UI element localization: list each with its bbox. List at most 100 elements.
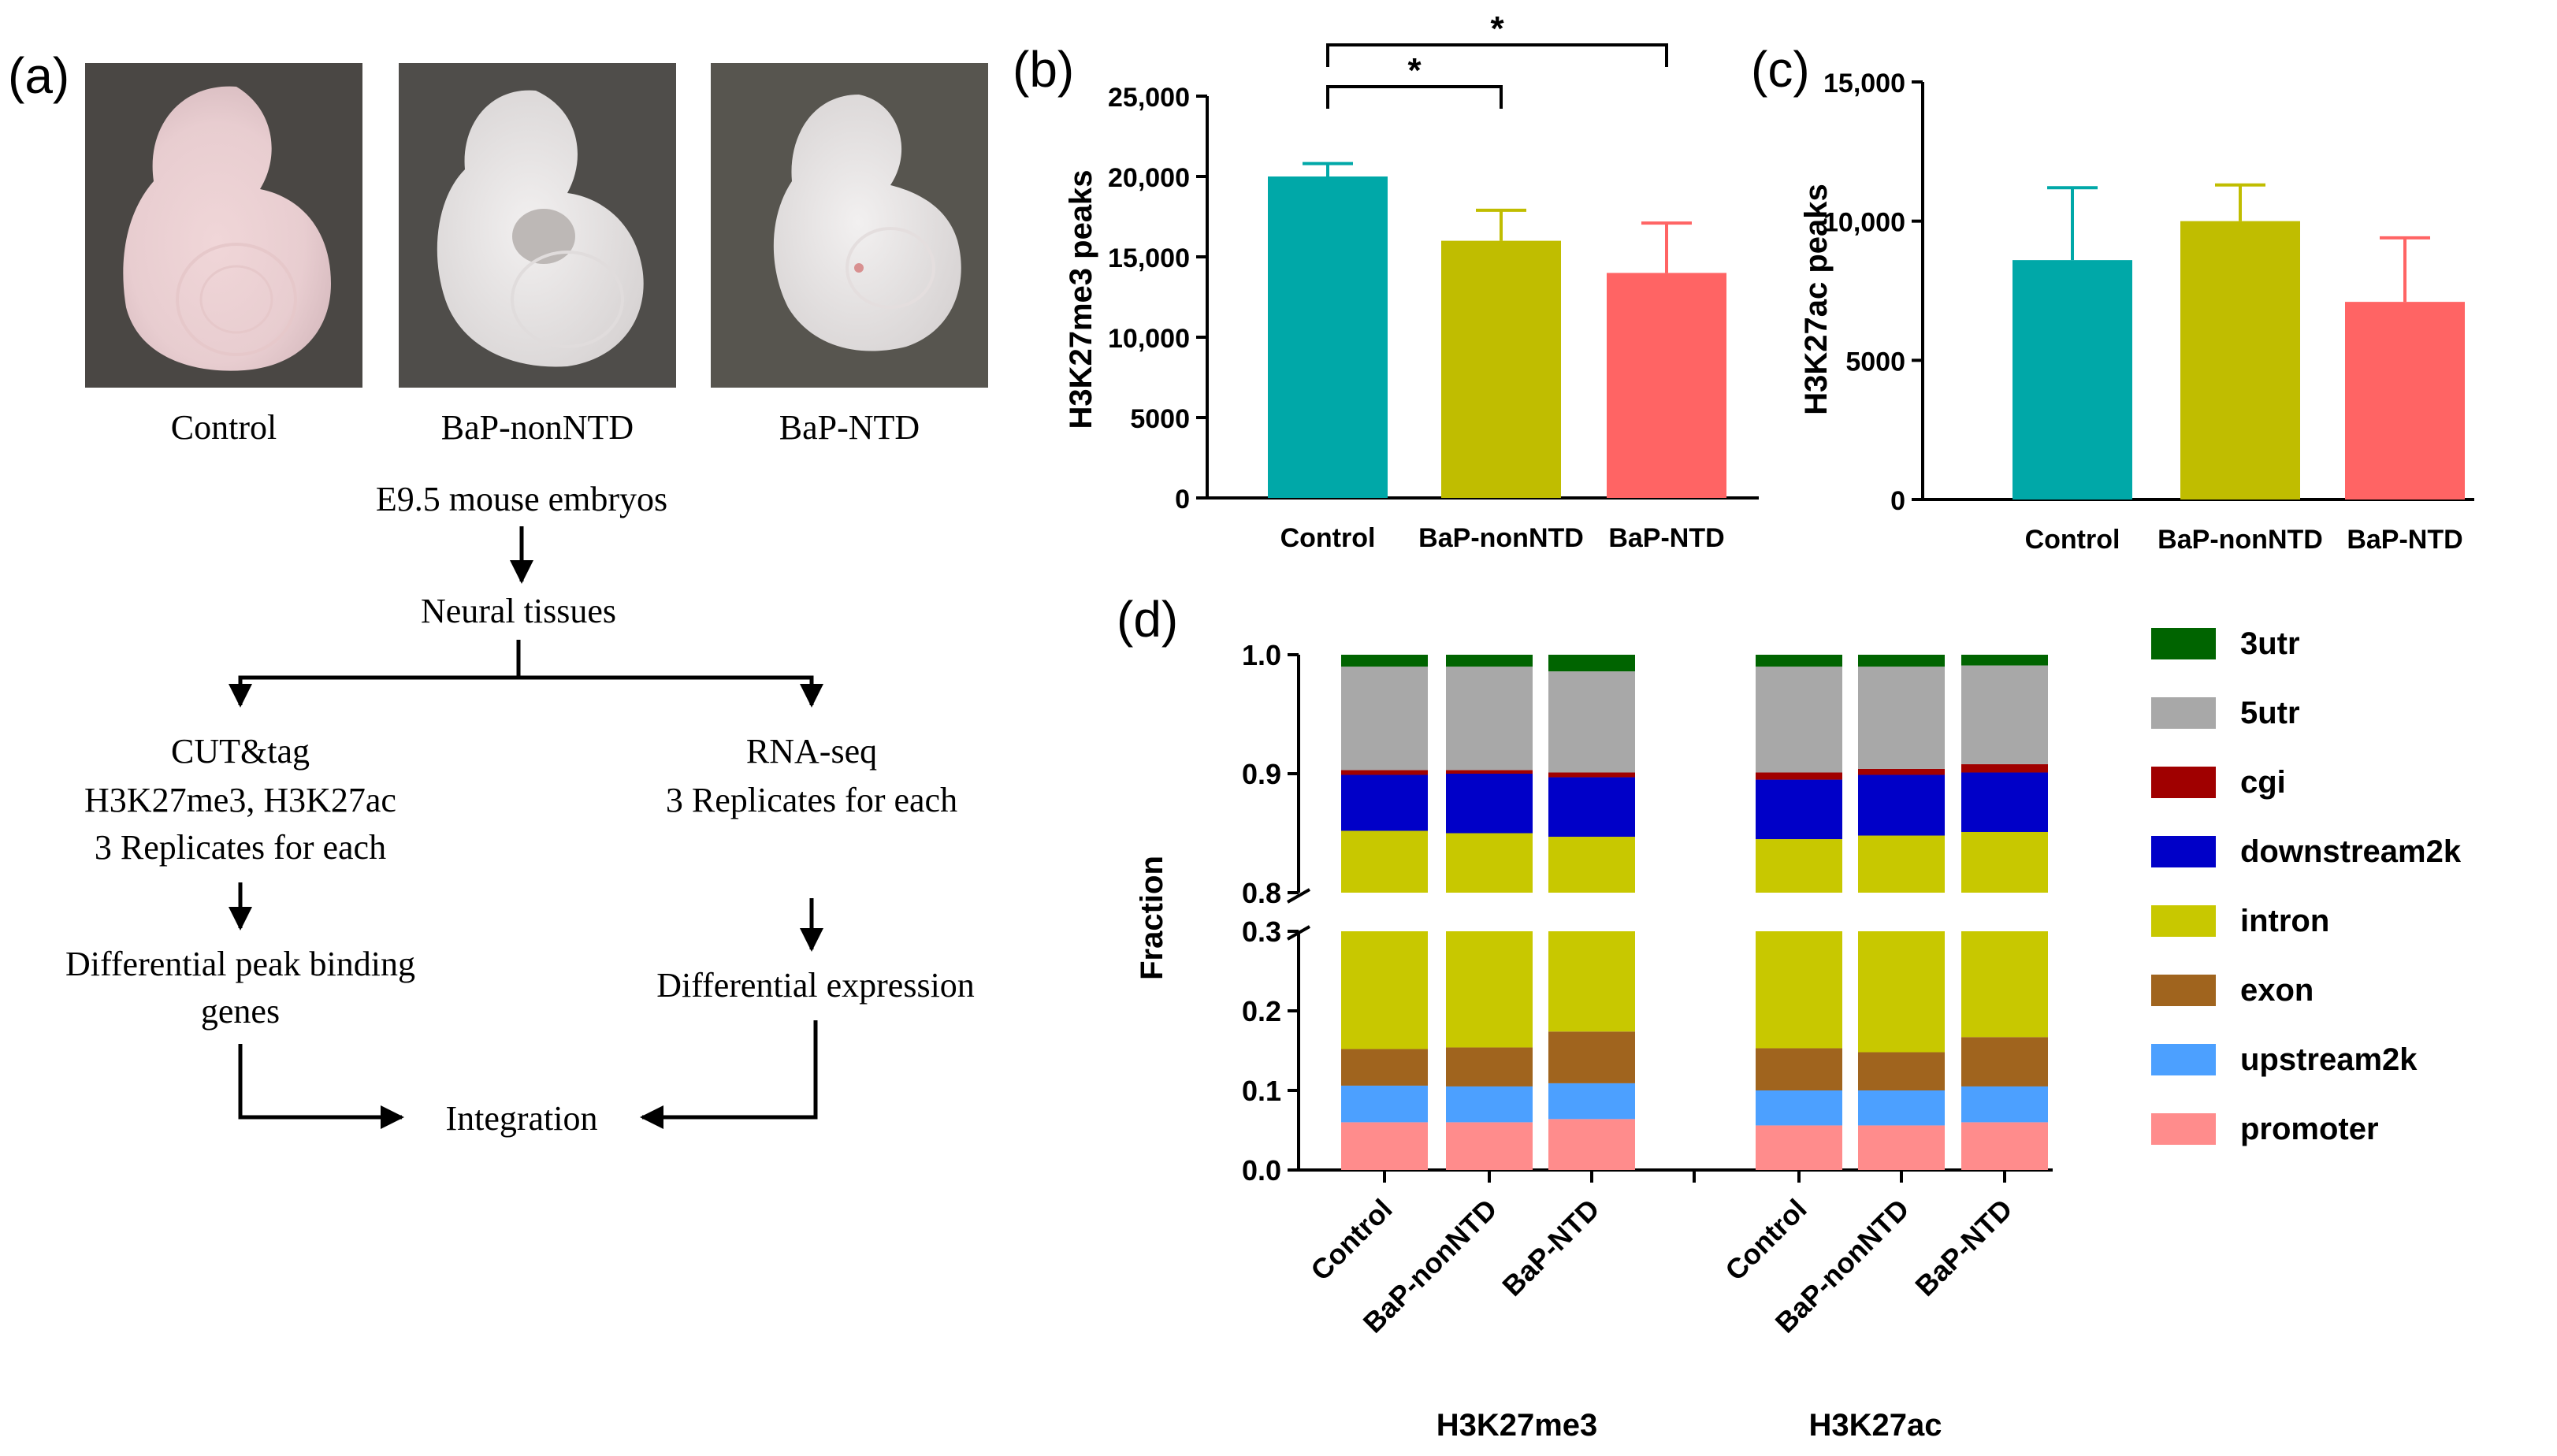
chart-b-bar (1441, 240, 1561, 498)
chart-c-bar (2345, 302, 2465, 500)
chart-d-segment-3utr (1446, 655, 1533, 667)
flow-rnaseq: RNA-seq (746, 732, 877, 771)
chart-d-segment-downstream2k (1446, 774, 1533, 834)
chart-d-segment-5utr (1341, 667, 1428, 771)
chart-d-segment-promoter (1446, 1122, 1533, 1170)
chart-d-segment-exon (1858, 1052, 1945, 1090)
chart-d-ytick-label: 0.9 (1242, 758, 1281, 790)
panel-c-label: (c) (1751, 41, 1810, 98)
chart-b-ytick-label: 10,000 (1108, 324, 1190, 354)
chart-b-significance-star: * (1490, 9, 1504, 48)
chart-c-xtick-label: Control (2025, 525, 2120, 555)
chart-d-segment-5utr (1756, 667, 1842, 773)
legend-label-exon: exon (2240, 973, 2314, 1008)
legend-swatch-5utr (2151, 697, 2216, 729)
chart-d-segment-upstream2k (1548, 1083, 1635, 1120)
chart-c-ytick-label: 5000 (1845, 347, 1905, 377)
legend-label-intron: intron (2240, 904, 2329, 938)
chart-c-ytick-label: 0 (1890, 486, 1905, 516)
chart-b-significance-bracket (1326, 43, 1668, 67)
chart-b-xtick-label: BaP-NTD (1608, 523, 1724, 553)
chart-d-ytick-label: 0.1 (1242, 1075, 1281, 1107)
chart-b: (b) H3K27me3 peaks 0 5000 10,000 15,000 20,0… (1013, 9, 1759, 553)
flow-tissue: Neural tissues (421, 592, 616, 630)
chart-d-segment-downstream2k (1961, 772, 2048, 832)
chart-d-group-label-h3k27ac: H3K27ac (1808, 1408, 1942, 1443)
panel-a: (a) Control BaP-nonNTD BaP-NTD E9.5 (8, 47, 988, 1138)
chart-b-ytick-label: 25,000 (1108, 83, 1190, 113)
chart-c-xtick-label: BaP-nonNTD (2157, 525, 2323, 555)
chart-d-segment-cgi (1341, 770, 1428, 775)
chart-d-segment-5utr (1961, 665, 2048, 764)
chart-d-segment-intron (1961, 931, 2048, 1038)
chart-d-segment-cgi (1756, 772, 1842, 780)
chart-d-segment-upstream2k (1756, 1090, 1842, 1126)
chart-d-segment-downstream2k (1756, 779, 1842, 840)
embryo-photo-bap-ntd (711, 63, 988, 388)
chart-c-ylabel: H3K27ac peaks (1799, 184, 1834, 415)
legend-swatch-upstream2k (2151, 1044, 2216, 1075)
chart-c-xtick-label: BaP-NTD (2347, 525, 2462, 555)
legend-swatch-3utr (2151, 628, 2216, 659)
chart-d-segment-3utr (1341, 655, 1428, 667)
chart-d-segment-exon (1756, 1048, 1842, 1090)
chart-d-xtick-label: Control (1304, 1193, 1398, 1287)
chart-d-segment-3utr (1961, 655, 2048, 666)
chart-b-ytick-label: 0 (1175, 485, 1190, 514)
flow-diff-peak: Differential peak binding (65, 945, 415, 983)
chart-b-significance-star: * (1407, 51, 1422, 90)
chart-c-bar (2180, 221, 2300, 500)
legend-label-promoter: promoter (2240, 1112, 2379, 1146)
chart-d-segment-upstream2k (1858, 1090, 1945, 1126)
legend-swatch-intron (2151, 905, 2216, 937)
chart-d-segment-intron (1548, 837, 1635, 893)
chart-d-segment-cgi (1446, 770, 1533, 774)
chart-c: (c) H3K27ac peaks 0 5000 10,000 15,000 Contr… (1751, 41, 2474, 555)
chart-d-segment-3utr (1858, 655, 1945, 667)
legend-label-3utr: 3utr (2240, 626, 2300, 661)
chart-b-ytick-label: 20,000 (1108, 163, 1190, 193)
chart-d-xtick-label: Control (1719, 1193, 1812, 1287)
legend-label-5utr: 5utr (2240, 696, 2300, 730)
chart-d-segment-promoter (1548, 1119, 1635, 1170)
chart-d-segment-intron (1961, 831, 2048, 893)
chart-d-ytick-label: 0.3 (1242, 916, 1281, 948)
flow-cuttag-replicates: 3 Replicates for each (95, 828, 386, 867)
chart-d-group-label-h3k27me3: H3K27me3 (1436, 1408, 1598, 1443)
chart-b-ytick-label: 15,000 (1108, 243, 1190, 273)
chart-d-segment-intron (1548, 931, 1635, 1032)
chart-d-xtick-label: BaP-NTD (1496, 1193, 1605, 1302)
chart-b-xtick-label: Control (1280, 523, 1376, 553)
chart-d-segment-downstream2k (1858, 774, 1945, 836)
chart-d-segment-promoter (1858, 1125, 1945, 1170)
chart-d-segment-downstream2k (1548, 777, 1635, 838)
chart-c-ytick-label: 15,000 (1823, 69, 1905, 98)
chart-d-segment-upstream2k (1341, 1085, 1428, 1123)
chart-d-segment-3utr (1756, 655, 1842, 667)
panel-b-label: (b) (1013, 41, 1074, 98)
embryo-photo-control (85, 63, 362, 388)
chart-d-segment-intron (1446, 931, 1533, 1048)
chart-d-segment-intron (1756, 931, 1842, 1049)
chart-d-ytick-label: 1.0 (1242, 639, 1281, 671)
chart-c-bar (2013, 260, 2132, 500)
chart-b-bar (1607, 273, 1726, 498)
chart-d-segment-exon (1961, 1037, 2048, 1086)
chart-d-segment-promoter (1341, 1122, 1428, 1170)
chart-d-segment-exon (1548, 1031, 1635, 1083)
chart-d-segment-intron (1858, 931, 1945, 1053)
chart-d-axis-break-mark (1287, 888, 1310, 904)
chart-d-segment-5utr (1548, 671, 1635, 773)
chart-d-legend: 3utr 5utr cgi downstream2k intron exon upstrea… (2151, 626, 2462, 1146)
chart-d-segment-promoter (1756, 1125, 1842, 1170)
panel-a-label: (a) (8, 47, 69, 104)
chart-d: (d) Fraction H3K27me3 H3K27ac 0.0 0.1 0.2 0… (1117, 591, 2462, 1443)
chart-b-xtick-label: BaP-nonNTD (1418, 523, 1584, 553)
chart-b-bar (1268, 176, 1388, 498)
embryo-caption-bap-ntd: BaP-NTD (779, 408, 920, 447)
chart-d-segment-upstream2k (1446, 1086, 1533, 1123)
embryo-photo-bap-nonntd (399, 63, 676, 388)
chart-d-ylabel: Fraction (1135, 856, 1169, 980)
chart-d-segment-intron (1341, 931, 1428, 1049)
